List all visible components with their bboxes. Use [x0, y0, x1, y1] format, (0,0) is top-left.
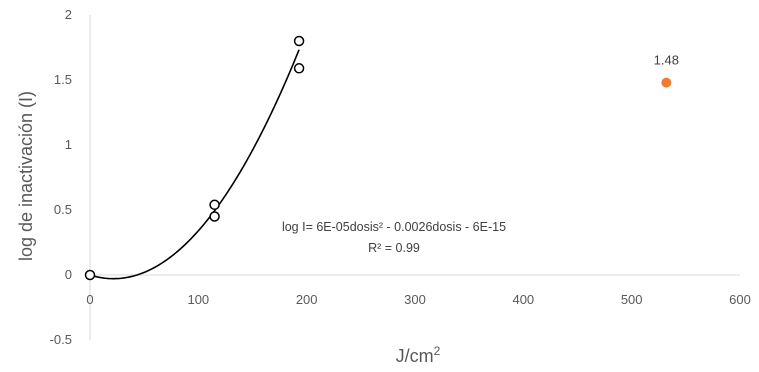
x-axis-title-base: J/cm — [396, 346, 434, 366]
x-tick-label: 400 — [512, 292, 534, 307]
x-axis-title: J/cm2 — [396, 344, 441, 366]
trendline — [89, 49, 300, 280]
data-point — [84, 269, 96, 281]
data-label: 1.48 — [654, 53, 679, 68]
y-tick-label: 1.5 — [54, 72, 72, 87]
y-tick-label: 0 — [65, 267, 72, 282]
y-tick-labels: -0.5 0 0.5 1 1.5 2 — [50, 7, 72, 347]
trendline-equation: log I= 6E-05dosis² - 0.0026dosis - 6E-15 — [282, 220, 506, 234]
data-labels: 1.48 — [654, 53, 679, 68]
data-point — [209, 211, 220, 222]
x-tick-label: 0 — [86, 292, 93, 307]
x-tick-label: 100 — [187, 292, 209, 307]
trendline-r-squared: R² = 0.99 — [368, 241, 420, 255]
highlight-point — [661, 77, 672, 88]
x-axis-title-superscript: 2 — [434, 344, 441, 358]
data-point — [293, 63, 305, 74]
x-tick-labels: 0 100 200 300 400 500 600 — [86, 292, 750, 307]
data-point — [293, 35, 305, 47]
data-point — [209, 199, 220, 211]
y-axis-title: log de inactivación (I) — [16, 91, 36, 261]
x-tick-label: 200 — [296, 292, 318, 307]
x-tick-label: 600 — [729, 292, 751, 307]
y-tick-label: 1 — [65, 137, 72, 152]
y-tick-label: 2 — [65, 7, 72, 22]
chart-axes — [89, 15, 740, 340]
x-tick-label: 500 — [621, 292, 643, 307]
x-tick-label: 300 — [404, 292, 426, 307]
y-tick-label: -0.5 — [50, 332, 72, 347]
data-points — [84, 35, 672, 281]
y-tick-label: 0.5 — [54, 202, 72, 217]
